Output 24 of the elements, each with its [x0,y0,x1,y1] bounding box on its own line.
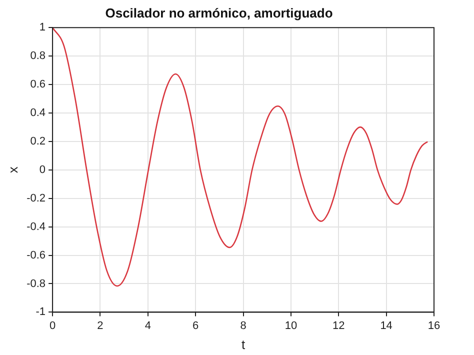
y-tick-label: 0.8 [30,50,46,62]
y-tick-label: 0 [39,164,46,176]
y-tick-label: -0.2 [26,192,46,204]
x-tick-label: 8 [240,320,246,332]
x-tick-label: 12 [332,320,345,332]
y-tick-label: 0.6 [30,78,46,91]
y-tick-label: 1 [39,22,46,34]
x-tick-label: 6 [192,320,199,332]
y-axis-title: x [5,166,20,174]
x-tick-label: 0 [49,320,56,332]
chart-title: Oscilador no armónico, amortiguado [105,5,333,20]
line-series [52,28,428,287]
y-tick-label: 0.4 [30,107,46,120]
y-tick-label: -0.6 [26,249,46,262]
y-tick-label: -0.8 [26,278,46,290]
x-axis-title: t [241,336,246,352]
x-tick-label: 10 [284,320,298,332]
y-tick-label: -0.4 [26,220,46,233]
x-tick-label: 14 [380,320,392,332]
x-tick-label: 16 [428,320,440,332]
x-tick-label: 4 [144,320,151,332]
x-tick-label: 2 [97,320,104,332]
y-tick-label: 0.2 [30,135,46,148]
y-tick-label: -1 [36,306,46,318]
